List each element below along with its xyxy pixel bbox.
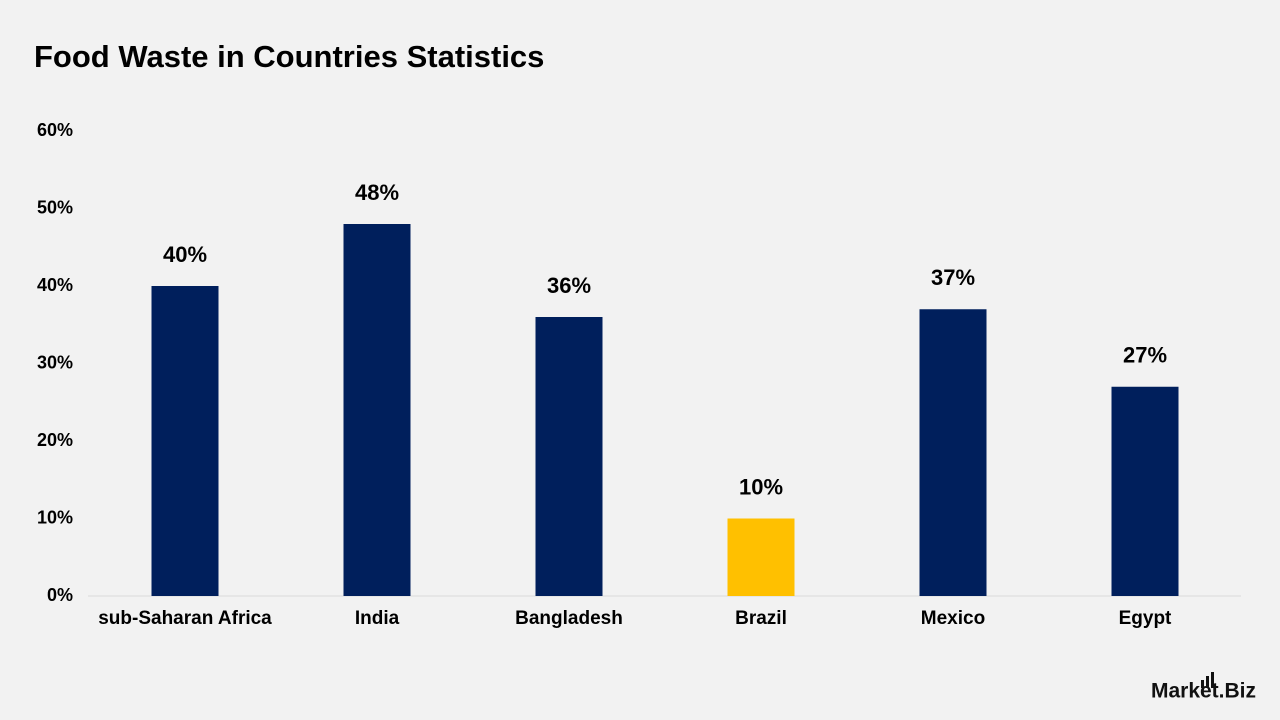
value-label: 48%	[355, 180, 399, 205]
value-label: 27%	[1123, 343, 1167, 368]
bar	[1111, 386, 1179, 596]
logo-bar	[1206, 676, 1209, 688]
y-tick-label: 20%	[37, 430, 73, 450]
value-label: 40%	[163, 242, 207, 267]
y-tick-label: 40%	[37, 275, 73, 295]
bar	[535, 317, 603, 596]
x-tick-label: sub-Saharan Africa	[98, 608, 272, 629]
bar	[343, 224, 411, 596]
y-tick-label: 0%	[47, 585, 73, 605]
y-tick-label: 10%	[37, 507, 73, 527]
y-tick-label: 60%	[37, 120, 73, 140]
value-label: 36%	[547, 273, 591, 298]
y-tick-label: 30%	[37, 352, 73, 372]
value-label: 10%	[739, 474, 783, 499]
bar	[727, 518, 795, 596]
y-tick-label: 50%	[37, 197, 73, 217]
logo-bar	[1201, 680, 1204, 688]
brand-logo: Market.Biz	[1151, 672, 1256, 703]
value-label: 37%	[931, 265, 975, 290]
x-tick-label: Mexico	[921, 608, 985, 629]
chart-title: Food Waste in Countries Statistics	[34, 39, 544, 74]
x-tick-label: Brazil	[735, 608, 787, 629]
bar	[151, 286, 219, 596]
x-tick-label: Egypt	[1119, 608, 1172, 629]
logo-bar	[1211, 672, 1214, 688]
x-tick-label: India	[355, 608, 400, 629]
x-tick-label: Bangladesh	[515, 608, 623, 629]
brand-name: Market.Biz	[1151, 680, 1256, 703]
bar	[919, 309, 987, 596]
